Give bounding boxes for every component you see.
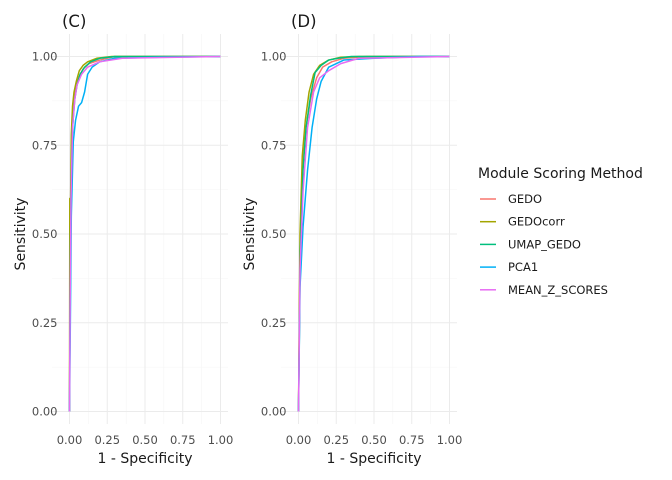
y-tick-label: 0.50	[261, 227, 287, 241]
roc-curves	[297, 55, 450, 412]
x-tick-label: 0.00	[286, 433, 312, 447]
y-axis-title: Sensitivity	[13, 198, 29, 271]
legend-item: PCA1	[480, 260, 538, 274]
y-tick-label: 0.00	[32, 405, 58, 419]
legend-item: GEDO	[480, 192, 542, 206]
legend-item: GEDOcorr	[480, 215, 565, 229]
x-tick-label: 1.00	[208, 433, 234, 447]
legend-label: GEDOcorr	[508, 215, 565, 229]
legend-label: PCA1	[508, 260, 538, 274]
panel-d: (D) 0.00 0.25 0.50 0.75 1.00 0.00 0.25 0.50 0.7…	[242, 12, 462, 467]
panel-tag: (D)	[291, 12, 317, 31]
x-tick-label: 1.00	[437, 433, 463, 447]
x-tick-label: 0.75	[399, 433, 425, 447]
x-tick-label: 0.25	[323, 433, 349, 447]
x-tick-label: 0.50	[132, 433, 158, 447]
grid	[52, 34, 228, 424]
legend-label: MEAN_Z_SCORES	[508, 283, 608, 297]
grid	[281, 34, 457, 424]
x-tick-labels: 0.00 0.25 0.50 0.75 1.00	[286, 433, 463, 447]
legend-label: UMAP_GEDO	[508, 237, 581, 251]
roc-curve-mean-z-scores	[68, 55, 221, 412]
legend-item: UMAP_GEDO	[480, 237, 581, 251]
y-tick-label: 0.25	[261, 316, 287, 330]
y-tick-label: 0.50	[32, 227, 58, 241]
x-tick-label: 0.50	[361, 433, 387, 447]
x-axis-title: 1 - Specificity	[326, 451, 421, 467]
y-tick-label: 1.00	[261, 50, 287, 64]
y-tick-label: 0.75	[32, 138, 58, 152]
y-tick-label: 0.00	[261, 405, 287, 419]
legend-label: GEDO	[508, 192, 542, 206]
roc-curves	[68, 55, 221, 412]
panel-tag: (C)	[62, 12, 86, 31]
x-tick-labels: 0.00 0.25 0.50 0.75 1.00	[57, 433, 234, 447]
y-tick-label: 1.00	[32, 50, 58, 64]
y-tick-labels: 0.00 0.25 0.50 0.75 1.00	[32, 50, 58, 419]
y-axis-title: Sensitivity	[242, 198, 258, 271]
x-tick-label: 0.00	[57, 433, 83, 447]
y-tick-labels: 0.00 0.25 0.50 0.75 1.00	[261, 50, 287, 419]
y-tick-label: 0.75	[261, 138, 287, 152]
legend-items: GEDO GEDOcorr UMAP_GEDO PCA1 MEAN_Z_SCORES	[480, 192, 608, 297]
x-axis-title: 1 - Specificity	[97, 451, 192, 467]
x-tick-label: 0.25	[94, 433, 120, 447]
legend-item: MEAN_Z_SCORES	[480, 283, 608, 297]
y-tick-label: 0.25	[32, 316, 58, 330]
x-tick-label: 0.75	[170, 433, 196, 447]
legend-title: Module Scoring Method	[478, 166, 643, 182]
legend: Module Scoring Method GEDO GEDOcorr UMAP_G…	[478, 166, 643, 297]
roc-curve-mean-z-scores	[297, 55, 450, 412]
panel-c: (C) 0.00 0.25 0.50 0.75 1.00 0.00 0.25 0.50 0.7…	[13, 12, 233, 467]
